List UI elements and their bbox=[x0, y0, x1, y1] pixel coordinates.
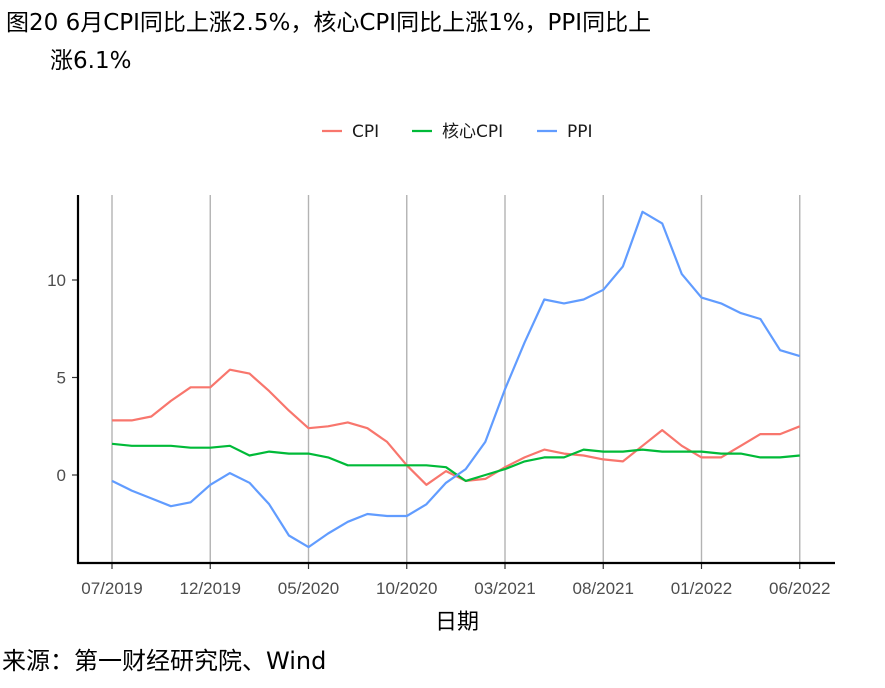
source-note: 来源：第一财经研究院、Wind bbox=[2, 647, 327, 675]
y-tick-label: 5 bbox=[57, 369, 66, 388]
series-line bbox=[111, 442, 800, 482]
legend: CPI 核心CPI PPI bbox=[322, 122, 593, 142]
x-tick-label: 10/2020 bbox=[376, 579, 437, 598]
x-tick-label: 05/2020 bbox=[278, 579, 339, 598]
x-tick-label: 03/2021 bbox=[474, 579, 535, 598]
x-tick-label: 07/2019 bbox=[81, 579, 142, 598]
series-line bbox=[111, 210, 801, 549]
x-tick-label: 06/2022 bbox=[769, 579, 830, 598]
x-tick-label: 08/2021 bbox=[573, 579, 634, 598]
legend-label: CPI bbox=[352, 122, 379, 142]
x-axis-label: 日期 bbox=[435, 610, 479, 635]
series-line bbox=[112, 368, 801, 486]
legend-label: 核心CPI bbox=[442, 122, 503, 142]
chart-title-line-1: 图20 6月CPI同比上涨2.5%，核心CPI同比上涨1%，PPI同比上 bbox=[6, 10, 652, 36]
legend-label: PPI bbox=[567, 122, 593, 142]
axes: 07/2019 12/2019 05/2020 10/2020 03/2021 08/20… bbox=[47, 195, 835, 598]
chart-title-line-2: 涨6.1% bbox=[50, 48, 132, 74]
chart-title: 图20 6月CPI同比上涨2.5%，核心CPI同比上涨1%，PPI同比上 涨6.… bbox=[6, 4, 866, 80]
x-tick-label: 01/2022 bbox=[671, 579, 732, 598]
y-tick-label: 0 bbox=[57, 466, 66, 485]
series-lines bbox=[111, 210, 801, 549]
x-tick-label: 12/2019 bbox=[180, 579, 241, 598]
grid-lines bbox=[111, 195, 801, 563]
y-tick-label: 10 bbox=[47, 271, 66, 290]
